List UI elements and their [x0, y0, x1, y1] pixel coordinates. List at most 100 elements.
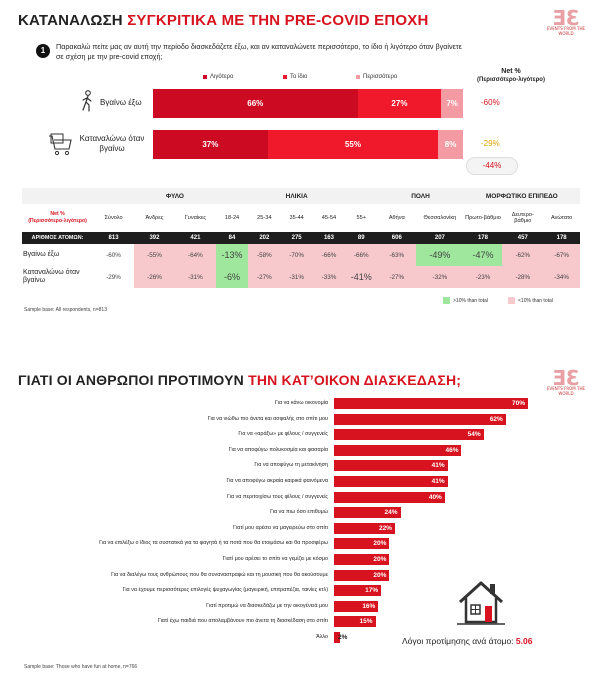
table-legend-neg-swatch	[508, 297, 515, 304]
col-primary: Πρωτο-βάθμιο	[465, 215, 501, 221]
table-group-row: ΦΥΛΟ ΗΛΙΚΙΑ ΠΟΛΗ ΜΟΡΦΩΤΙΚΟ ΕΠΙΠΕΔΟ	[22, 188, 580, 204]
slide1-title-black: ΚΑΤΑΝΑΛΩΣΗ	[18, 12, 128, 29]
slide2-title-black: ΓΙΑΤΙ ΟΙ ΑΝΘΡΩΠΟΙ ΠΡΟΤΙΜΟΥΝ	[18, 372, 249, 388]
table-cell: -29%	[106, 273, 121, 281]
table-cell: -47%	[463, 244, 503, 266]
table-legend-pos: >10% than total	[443, 297, 488, 304]
table-row-going-out: Βγαίνω έξω -60% -55% -64% -13% -58% -70% -66% -…	[22, 244, 580, 266]
table-cell: -63%	[377, 244, 417, 266]
logo-tagline: EVENTS FROM THE WORLD	[547, 26, 585, 36]
base-cell: 84	[215, 232, 249, 244]
table-legend-neg: <10% than total	[508, 297, 553, 304]
reason-label: Για να αποφύγω τη μετακίνηση	[254, 462, 328, 469]
legend-same: Το ίδιο	[283, 74, 307, 80]
reason-label: Γιατί έχω παιδιά που απολαμβάνουν πιο άν…	[157, 618, 328, 625]
table-cell: -13%	[215, 244, 249, 266]
reason-label: Για να έχουμε περισσότερες επιλογές ψυχα…	[122, 587, 328, 594]
net-col-label: Net % (Περισσότερο-λιγότερο)	[22, 204, 93, 232]
shopping-cart-icon	[48, 132, 74, 161]
question-number: 1	[36, 44, 50, 58]
stacked-bar-going-out: 66% 27% 7%	[153, 89, 463, 118]
legend-same-label: Το ίδιο	[290, 74, 308, 80]
reason-label: Για να περιτοιχίσω τους φίλους / συγγενε…	[227, 493, 328, 500]
col-men: Άνδρες	[145, 215, 164, 221]
base-cell: 207	[416, 232, 464, 244]
col-55plus: 55+	[356, 215, 367, 221]
table-legend-pos-swatch	[443, 297, 450, 304]
reason-bar: 41%	[334, 460, 448, 472]
table-base-row: ΑΡΙΘΜΟΣ ΑΤΟΜΩΝ: 813 392 421 84 202 275 163 89 60…	[22, 232, 580, 244]
walking-person-icon	[78, 90, 96, 117]
reason-bar: 40%	[334, 491, 445, 503]
slide1-title: ΚΑΤΑΝΑΛΩΣΗ ΣΥΓΚΡΙΤΙΚΑ ΜΕ ΤΗΝ PRE-COVID Ε…	[18, 12, 429, 29]
row-label-consume: Καταναλώνω όταν βγαίνω	[72, 134, 152, 154]
legend-less: Λιγότερο	[203, 74, 233, 80]
reason-label: Για να κάνω οικονομία	[275, 400, 328, 406]
logo2-tagline: EVENTS FROM THE WORLD	[547, 386, 585, 396]
table-cell: -27%	[248, 266, 281, 288]
col-higher: Ανώτατο	[550, 215, 573, 221]
reasons-per-person: Λόγοι προτίμησης ανά άτομο: 5.06	[402, 636, 532, 646]
table-cell: -41%	[345, 266, 378, 288]
net-header: Net % (Περισσότερο-λιγότερο)	[466, 68, 556, 84]
base-cell: 392	[134, 232, 175, 244]
question-line1: Παρακαλώ πείτε μας αν αυτή την περίοδο δ…	[56, 42, 462, 51]
legend-more-swatch	[356, 75, 360, 79]
reasons-per-person-label: Λόγοι προτίμησης ανά άτομο:	[402, 636, 514, 646]
legend-more-label: Περισσότερο	[363, 74, 398, 80]
col-thessaloniki: Θεσσαλονίκη	[423, 215, 457, 221]
slide2-sample-base: Sample base: Those who have fun at home,…	[24, 664, 138, 670]
base-cell: 421	[174, 232, 216, 244]
legend-same-swatch	[283, 75, 287, 79]
net-header-line2: (Περισσότερο-λιγότερο)	[477, 77, 545, 83]
table-column-row: Net % (Περισσότερο-λιγότερο) Σύνολο Άνδρ…	[22, 204, 580, 232]
net-going-out: -60%	[481, 98, 500, 107]
table-legend-pos-label: >10% than total	[453, 297, 488, 304]
question-text: Παρακαλώ πείτε μας αν αυτή την περίοδο δ…	[56, 42, 576, 62]
base-label: ΑΡΙΘΜΟΣ ΑΤΟΜΩΝ:	[22, 232, 94, 244]
stacked-bar-consume: 37% 55% 8%	[153, 130, 463, 159]
table-cell: -31%	[174, 266, 216, 288]
table-cell: -32%	[416, 266, 464, 288]
table-cell: -58%	[248, 244, 281, 266]
row-label-consume-line1: Καταναλώνω όταν	[79, 134, 145, 143]
reason-bar: 17%	[334, 585, 382, 597]
reason-bar: 54%	[334, 429, 484, 441]
row-label-consume-line2: βγαίνω	[99, 144, 125, 153]
bar-segment-same: 55%	[267, 130, 439, 159]
table-cell: -49%	[416, 244, 464, 266]
slide1-sample-base: Sample base: All respondents, n=813	[24, 307, 107, 313]
reason-bar: 41%	[334, 476, 448, 487]
reason-bar: 22%	[334, 522, 395, 534]
reason-label: Γιατί προτιμώ να διασκεδάζω με την οικογ…	[206, 602, 328, 609]
table-cell: -34%	[543, 266, 580, 288]
table-cell: -23%	[463, 266, 503, 288]
reason-label: Για να αποφύγω πολυκοσμία και φασαρία	[228, 446, 328, 453]
reason-label: Για να επιλέξω ο ίδιος τα συστατικά για …	[99, 540, 328, 547]
reason-bar: 46%	[334, 444, 462, 456]
row-label-going-out: Βγαίνω έξω	[100, 98, 142, 108]
table-cell: -67%	[543, 244, 580, 266]
base-cell: 606	[377, 232, 417, 244]
house-icon	[456, 578, 506, 631]
question-line2: σε σχέση με την pre-covid εποχή;	[56, 52, 163, 61]
reason-bar: 20%	[334, 569, 390, 581]
row-label-going-out-text: Βγαίνω έξω	[100, 98, 142, 107]
table-cell: -27%	[377, 266, 417, 288]
base-cell: 457	[502, 232, 544, 244]
table-cell: -66%	[312, 244, 346, 266]
table-cell: -60%	[106, 251, 121, 259]
slide2-title-red: ΤΗΝ ΚΑΤ’ΟΙΚΟΝ ΔΙΑΣΚΕΔΑΣΗ;	[248, 372, 462, 388]
group-gender: ΦΥΛΟ	[134, 188, 216, 204]
table-row-label-going-out: Βγαίνω έξω	[23, 251, 60, 258]
table-cell: -64%	[174, 244, 216, 266]
base-cell: 89	[345, 232, 378, 244]
base-cell: 178	[463, 232, 503, 244]
bar-segment-more: 8%	[438, 130, 463, 159]
net-col-label-line1: Net %	[50, 211, 65, 217]
legend-less-label: Λιγότερο	[210, 74, 234, 80]
reason-label: Γιατί μου αρέσει να μαγειρεύω στο σπίτι	[233, 524, 328, 531]
logo-slide2: ƎƐ EVENTS FROM THE WORLD	[546, 368, 586, 396]
net-consume: -29%	[481, 139, 500, 148]
bar-segment-less: 37%	[153, 130, 268, 159]
